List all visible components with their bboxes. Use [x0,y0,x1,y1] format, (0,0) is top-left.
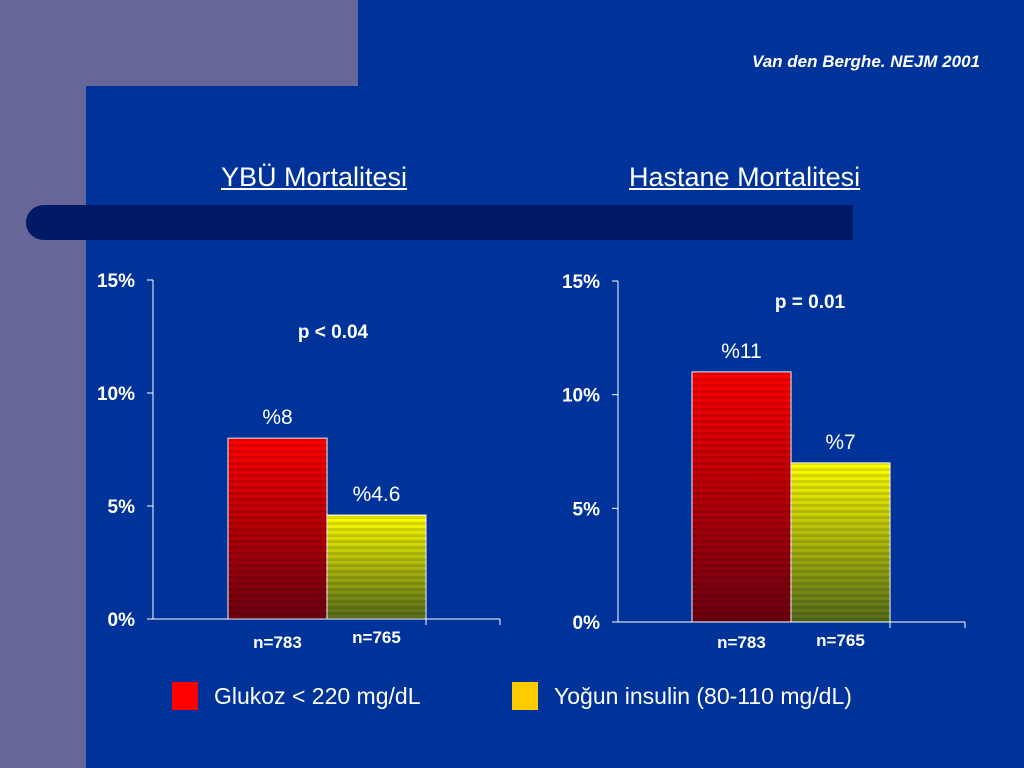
bar-texture-1-1 [791,462,890,622]
citation: Van den Berghe. NEJM 2001 [751,52,980,71]
data-label-0-0: %8 [262,406,292,429]
legend-swatch-control [172,682,198,710]
p-value-0: p < 0.04 [298,322,369,343]
bar-texture-0-0 [228,438,327,619]
y-tick-label-1-1: 5% [573,499,601,520]
bar-texture-1-0 [692,371,791,622]
n-label-0-0: n=783 [253,633,302,652]
chart-title-icu: YBÜ Mortalitesi [221,162,408,192]
bar-texture-0-1 [327,515,426,619]
data-label-1-1: %7 [825,431,855,454]
y-tick-label-0-2: 10% [97,384,135,405]
y-tick-label-0-0: 0% [108,610,136,631]
data-label-0-1: %4.6 [353,483,401,506]
decor-title-bar [26,205,853,240]
data-label-1-0: %11 [721,340,761,363]
y-tick-label-0-3: 15% [97,271,135,292]
y-tick-label-0-1: 5% [108,497,136,518]
decor-left-band [0,0,86,768]
y-tick-label-1-2: 10% [562,386,600,407]
p-value-1: p = 0.01 [775,292,846,313]
y-tick-label-1-3: 15% [562,272,600,293]
legend-item-intensive: Yoğun insulin (80-110 mg/dL) [512,682,852,710]
y-tick-label-1-0: 0% [573,613,601,634]
chart-title-hospital: Hastane Mortalitesi [629,162,861,192]
legend-label-control: Glukoz < 220 mg/dL [214,682,421,709]
legend-label-intensive: Yoğun insulin (80-110 mg/dL) [554,682,852,709]
decor-top-band [0,0,358,86]
n-label-1-0: n=783 [717,633,766,652]
legend-swatch-intensive [512,682,538,710]
legend-item-control: Glukoz < 220 mg/dL [172,682,420,710]
n-label-0-1: n=765 [352,628,401,647]
n-label-1-1: n=765 [816,631,865,650]
